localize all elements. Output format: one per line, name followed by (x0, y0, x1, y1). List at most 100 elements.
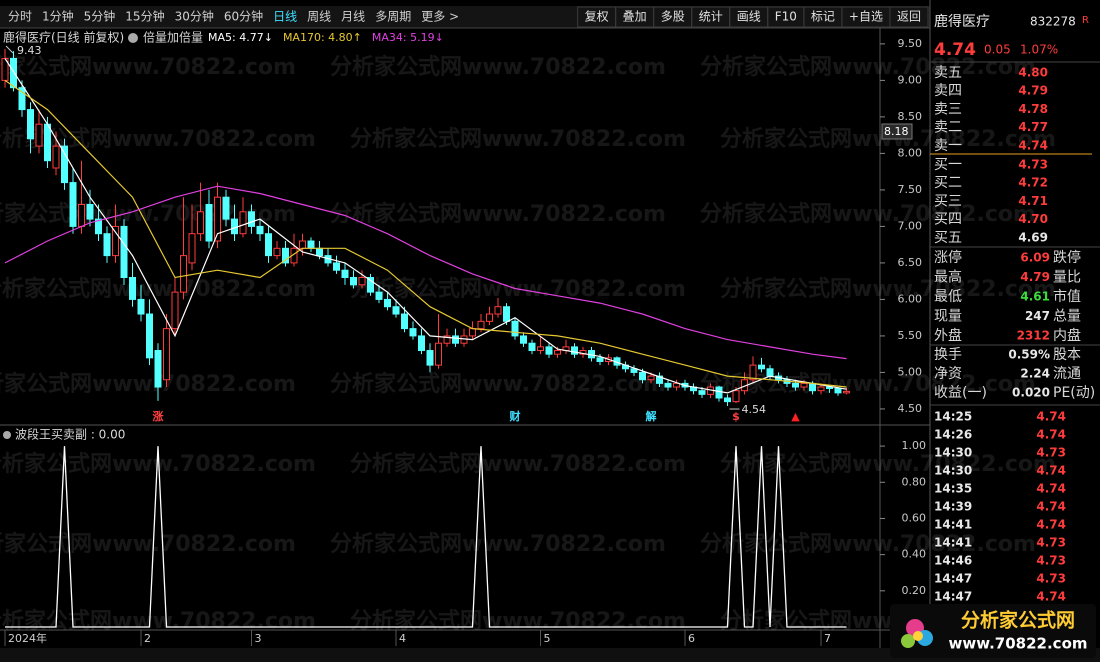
period-tab[interactable]: 更多 > (421, 10, 459, 24)
stat-label: 净资 (934, 366, 962, 382)
period-tab[interactable]: 日线 (273, 10, 297, 24)
candle-body (205, 204, 213, 242)
x-tick-label: 5 (544, 632, 551, 645)
x-tick-label: 2 (144, 632, 151, 645)
tick-time: 14:26 (934, 428, 972, 442)
min-label: 4.54 (742, 403, 767, 416)
tool-button[interactable]: 复权 (585, 10, 609, 24)
signal-marker: 涨 (153, 409, 164, 423)
tool-button[interactable]: F10 (775, 10, 797, 24)
candle-body (265, 233, 272, 257)
candle-body (511, 320, 519, 337)
ask-label: 卖二 (934, 120, 962, 136)
candle-body (367, 277, 374, 293)
period-tab[interactable]: 60分钟 (224, 9, 263, 24)
candle-body (333, 262, 340, 271)
bid-price: 4.70 (1018, 212, 1048, 226)
ma-line (4, 185, 847, 360)
stock-name: 鹿得医疗 (934, 13, 990, 30)
logo-url: www.70822.com (948, 635, 1087, 653)
tool-button-frame (577, 6, 617, 28)
logo-flower (913, 631, 923, 641)
period-tab[interactable]: 多周期 (375, 10, 411, 24)
candle-body (800, 382, 808, 388)
price-change-pct: 1.07% (1020, 43, 1058, 57)
candle-body (809, 382, 816, 392)
candle-body (392, 306, 400, 315)
candle-body (554, 350, 561, 355)
period-tab[interactable]: 1分钟 (42, 9, 74, 24)
candle-body (120, 225, 128, 279)
candle-body (749, 364, 757, 381)
tick-price: 4.73 (1036, 572, 1066, 586)
y-tick-label: 6.00 (898, 292, 923, 305)
watermark: 分析家公式网www.70822.com (350, 126, 686, 152)
bid-price: 4.72 (1018, 176, 1048, 190)
x-tick-label: 3 (255, 632, 262, 645)
bid-label: 买三 (934, 193, 962, 209)
logo-box (890, 604, 1096, 658)
stock-code: 832278 (1030, 15, 1076, 29)
tick-price: 4.73 (1036, 554, 1066, 568)
tick-price: 4.74 (1036, 590, 1066, 604)
stat-value: 0.59% (1008, 348, 1050, 362)
candle-body (137, 298, 145, 315)
tool-button[interactable]: 叠加 (623, 10, 647, 24)
candle-body (673, 382, 680, 388)
tick-price: 4.74 (1036, 428, 1066, 442)
watermark: 分析家公式网www.70822.com (720, 451, 1056, 477)
stat-value: 6.09 (1020, 251, 1050, 265)
tool-button[interactable]: 画线 (737, 10, 761, 24)
candle-body (86, 204, 94, 220)
period-tab[interactable]: 5分钟 (84, 9, 116, 24)
tick-time: 14:30 (934, 446, 972, 460)
tool-button[interactable]: 统计 (699, 10, 723, 24)
max-pointer (5, 45, 14, 54)
period-tab[interactable]: 30分钟 (175, 9, 214, 24)
tick-time: 14:46 (934, 554, 972, 568)
stat-label: 收益(一) (934, 385, 987, 401)
candle-body (316, 247, 323, 257)
tool-button[interactable]: 返回 (897, 10, 921, 24)
tick-price: 4.74 (1036, 518, 1066, 532)
candle-body (826, 386, 833, 389)
stat-value: 4.61 (1020, 290, 1050, 304)
candle-body (528, 342, 536, 352)
candle-body (486, 313, 493, 322)
candle-body (520, 335, 527, 344)
candle-body (35, 123, 43, 147)
tool-button[interactable]: 多股 (661, 10, 685, 24)
bid-label: 买一 (934, 157, 962, 173)
candle-body (732, 390, 740, 403)
period-tab[interactable]: 15分钟 (125, 9, 164, 24)
y-tick-label: 0.20 (902, 584, 927, 597)
ask-label: 卖四 (934, 83, 962, 99)
period-tab[interactable]: 分时 (8, 10, 32, 24)
stat-label: 涨停 (934, 249, 962, 266)
period-tab[interactable]: 月线 (341, 10, 365, 24)
candle-body (766, 368, 774, 377)
y-tick-label: 6.50 (898, 256, 923, 269)
y-tick-label: 1.00 (902, 439, 927, 452)
tool-button[interactable]: +自选 (849, 10, 883, 24)
watermark: 分析家公式网www.70822.com (350, 451, 686, 477)
watermark: 分析家公式网www.70822.com (0, 54, 296, 80)
watermark: 分析家公式网www.70822.com (330, 201, 666, 227)
price-change: 0.05 (984, 43, 1011, 57)
candle-body (469, 328, 476, 337)
logo-flower (901, 634, 915, 648)
tick-time: 14:25 (934, 410, 972, 424)
watermark: 分析家公式网www.70822.com (0, 608, 316, 634)
stat-value: 247 (1025, 309, 1050, 323)
y-tick-label: 8.50 (898, 110, 923, 123)
tick-time: 14:47 (934, 590, 972, 604)
period-tab[interactable]: 周线 (307, 10, 331, 24)
bid-price: 4.71 (1018, 194, 1048, 208)
candle-body (817, 386, 825, 392)
tool-button[interactable]: 标记 (811, 10, 835, 24)
watermark: 分析家公式网www.70822.com (330, 531, 666, 557)
ask-price: 4.78 (1018, 102, 1048, 116)
stat-label: 流通 (1053, 366, 1081, 382)
